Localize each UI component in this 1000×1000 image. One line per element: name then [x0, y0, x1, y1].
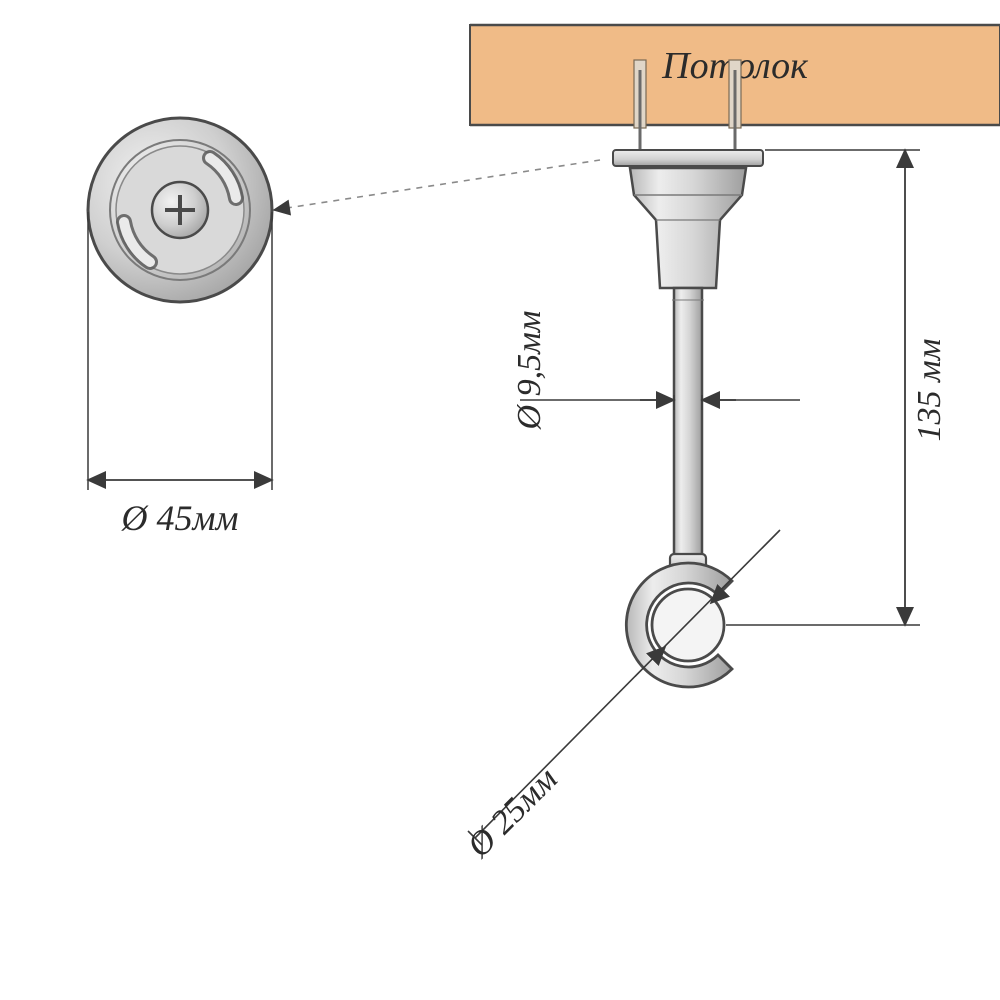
dim-label-base: Ø 45мм: [121, 498, 239, 538]
base-top-view: [88, 118, 272, 302]
dim-rod-diameter: Ø 9,5мм: [511, 311, 800, 431]
anchor-right: [729, 60, 741, 164]
dim-label-rod: Ø 9,5мм: [511, 311, 548, 431]
ring-holder: [626, 554, 732, 687]
dim-label-ring: Ø 25мм: [460, 760, 565, 865]
pointer-dashed: [274, 160, 600, 210]
technical-diagram: Потолок Ø 45мм: [0, 0, 1000, 1000]
dim-height: 135 мм: [726, 150, 948, 625]
dim-label-height: 135 мм: [911, 339, 948, 442]
bracket-side-view: [613, 60, 763, 687]
anchor-left: [634, 60, 646, 164]
